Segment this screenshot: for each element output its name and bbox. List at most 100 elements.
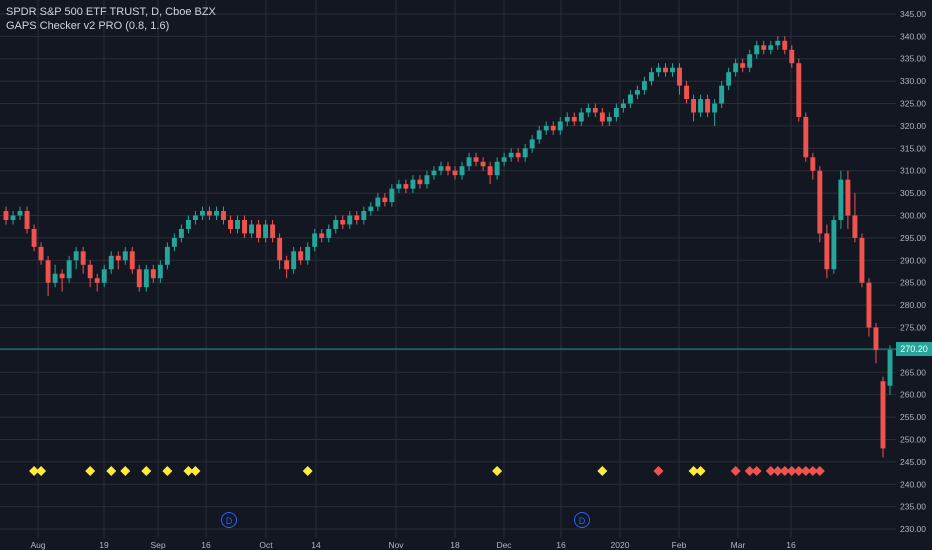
candle xyxy=(143,264,149,292)
candle xyxy=(150,264,156,283)
candle xyxy=(873,323,879,364)
candle-body xyxy=(466,157,472,167)
candle xyxy=(571,112,577,126)
candle-body xyxy=(38,246,44,261)
candle-body xyxy=(31,228,37,247)
x-tick-label: Oct xyxy=(259,540,273,550)
y-tick-label: 315.00 xyxy=(900,143,926,153)
candle xyxy=(431,166,437,180)
candle xyxy=(592,103,598,117)
candle-body xyxy=(641,81,647,91)
candle-body xyxy=(585,108,591,113)
candle-body xyxy=(199,211,205,216)
candle-body xyxy=(333,219,339,229)
y-tick-label: 335.00 xyxy=(900,54,926,64)
candle xyxy=(487,161,493,185)
candle xyxy=(698,94,704,117)
gap-marker-diamond xyxy=(302,466,313,476)
candle-body xyxy=(235,219,240,229)
x-tick-label: 2020 xyxy=(611,540,630,550)
candle-body xyxy=(171,237,177,247)
candle-body xyxy=(852,215,858,238)
y-tick-label: 310.00 xyxy=(900,166,926,176)
gap-marker-diamond xyxy=(814,466,825,476)
candle xyxy=(87,260,93,288)
candle xyxy=(733,58,739,77)
candle-body xyxy=(522,148,528,158)
gap-marker-diamond xyxy=(492,466,503,476)
y-tick-label: 285.00 xyxy=(900,278,926,288)
candle-body xyxy=(347,215,353,225)
candle-body xyxy=(613,108,619,117)
candle xyxy=(59,269,65,292)
gap-marker-diamond xyxy=(183,466,194,476)
candle xyxy=(768,40,774,55)
candle xyxy=(452,166,458,180)
candle-body xyxy=(59,273,65,279)
candle-body xyxy=(712,103,718,113)
candle-body xyxy=(459,166,465,176)
candle-body xyxy=(698,99,704,113)
candle xyxy=(24,206,30,234)
candle-body xyxy=(403,184,409,189)
candle xyxy=(382,193,388,207)
dividend-marker[interactable]: D xyxy=(221,512,237,528)
candle xyxy=(719,81,725,109)
candle xyxy=(94,273,100,292)
candle-body xyxy=(606,116,612,122)
dividend-marker[interactable]: D xyxy=(574,512,590,528)
candle-body xyxy=(782,40,788,50)
candle-body xyxy=(192,215,198,220)
candle-body xyxy=(557,121,563,131)
candle xyxy=(691,94,697,122)
candle xyxy=(319,228,325,243)
candle xyxy=(522,143,528,162)
candle xyxy=(171,233,177,252)
candle xyxy=(663,63,668,77)
candle xyxy=(445,161,451,176)
candle xyxy=(298,246,304,265)
indicator-title[interactable]: GAPS Checker v2 PRO (0.8, 1.6) xyxy=(6,20,170,32)
y-tick-label: 290.00 xyxy=(900,255,926,265)
candle-body xyxy=(143,269,149,288)
candle-body xyxy=(880,381,886,449)
candle xyxy=(80,246,86,274)
candle-body xyxy=(214,211,219,216)
y-tick-label: 305.00 xyxy=(900,188,926,198)
candle xyxy=(17,206,23,220)
gap-marker-diamond xyxy=(765,466,776,476)
candle xyxy=(536,125,542,144)
y-tick-label: 330.00 xyxy=(900,76,926,86)
candle-body xyxy=(571,116,577,122)
candle-body xyxy=(312,233,318,247)
candle xyxy=(73,246,79,270)
candle-body xyxy=(438,166,444,171)
candle xyxy=(192,211,198,225)
candle xyxy=(45,255,51,297)
candle-body xyxy=(17,211,23,216)
candle-body xyxy=(887,349,893,386)
gap-marker-diamond xyxy=(695,466,706,476)
candle xyxy=(761,40,767,55)
candle xyxy=(613,103,619,122)
candle xyxy=(824,224,830,279)
candle xyxy=(803,112,809,162)
candle-body xyxy=(396,184,402,189)
y-tick-label: 320.00 xyxy=(900,121,926,131)
candle xyxy=(887,345,893,395)
gap-marker-diamond xyxy=(162,466,173,476)
candle-body xyxy=(747,54,753,68)
candle-body xyxy=(24,211,30,229)
candle-body xyxy=(824,233,830,270)
candle-body xyxy=(656,67,661,73)
candle xyxy=(494,157,500,180)
symbol-title[interactable]: SPDR S&P 500 ETF TRUST, D, Cboe BZX xyxy=(6,6,216,18)
candle-body xyxy=(108,255,114,270)
gap-marker-diamond xyxy=(120,466,131,476)
candle-body xyxy=(157,264,163,279)
candle-body xyxy=(684,85,689,100)
candle-body xyxy=(115,255,121,261)
candle-body xyxy=(277,237,283,261)
